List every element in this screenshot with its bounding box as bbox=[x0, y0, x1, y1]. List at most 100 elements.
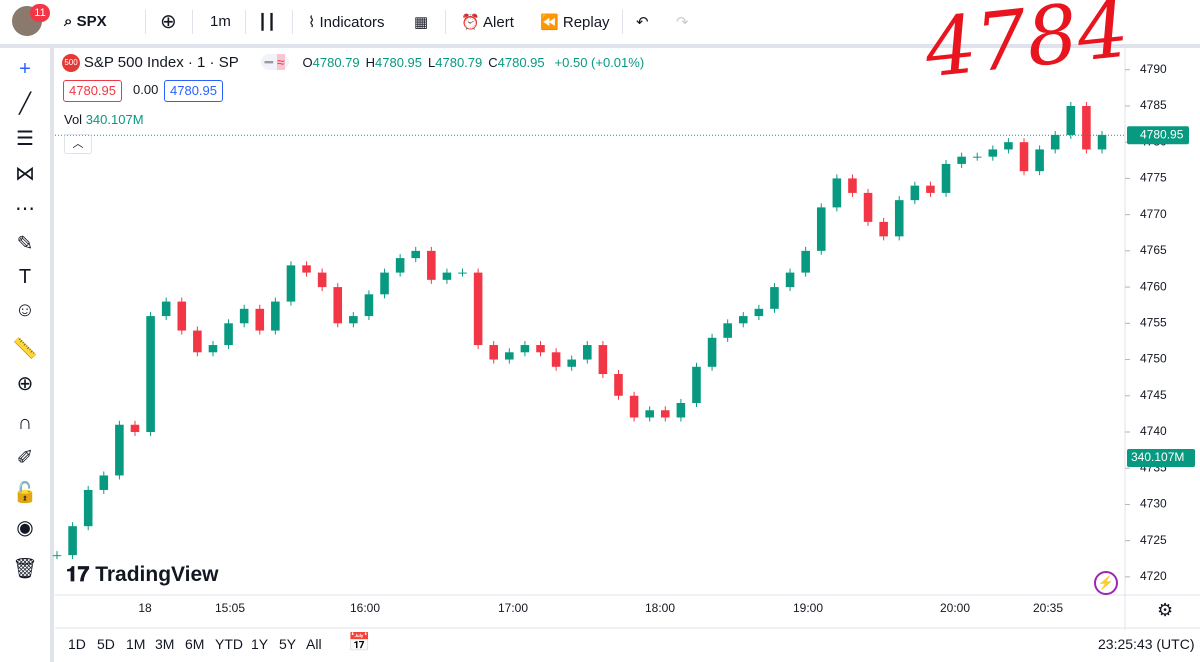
range-button[interactable]: All bbox=[306, 636, 322, 652]
change: +0.50 (+0.01%) bbox=[554, 55, 645, 70]
badge: 11 bbox=[30, 4, 50, 22]
legend: 500 S&P 500 Index · 1 · SP ━ ≈ O4780.79 H… bbox=[62, 54, 645, 73]
candle bbox=[52, 555, 62, 557]
candle bbox=[551, 352, 561, 367]
legend-toggle[interactable]: ━ ≈ bbox=[260, 54, 289, 70]
chart-type[interactable]: ┃┃ bbox=[258, 14, 277, 31]
candle bbox=[68, 526, 77, 556]
candle bbox=[349, 316, 358, 324]
candle bbox=[380, 272, 389, 295]
y-tick-label: 4790 bbox=[1140, 62, 1167, 76]
top-toolbar: 11 ⌕ SPX ⊕ 1m ┃┃ ⌇ Indicators ▦ ⏰ Alert … bbox=[0, 0, 1200, 48]
candle bbox=[926, 185, 935, 193]
tool-zoom[interactable]: ⊕ bbox=[16, 373, 34, 395]
candle bbox=[972, 156, 982, 158]
candle bbox=[442, 272, 452, 280]
ohlc-value: 4780.79 bbox=[312, 55, 360, 70]
tool-crosshair[interactable]: + bbox=[19, 58, 31, 80]
vol-legend: Vol 340.107M bbox=[64, 112, 144, 127]
tool-ruler[interactable]: 📏 bbox=[12, 338, 38, 360]
range-icon[interactable]: 📅 bbox=[348, 632, 371, 652]
alert[interactable]: ⏰ Alert bbox=[461, 14, 514, 31]
tool-fib[interactable]: ☰ bbox=[16, 128, 34, 150]
symbol[interactable]: ⌕ SPX bbox=[64, 13, 107, 30]
undo[interactable]: ↶ bbox=[636, 14, 649, 31]
candle bbox=[427, 250, 436, 280]
ohlc-key: C bbox=[488, 55, 498, 70]
x-tick-label: 17:00 bbox=[498, 601, 528, 615]
tool-magnet[interactable]: ∩ bbox=[17, 412, 33, 434]
candle bbox=[99, 475, 109, 490]
logo-text: TradingView bbox=[95, 563, 219, 586]
logo: 𝟏𝟕 TradingView bbox=[66, 563, 219, 586]
y-tick-label: 4750 bbox=[1140, 352, 1167, 366]
x-tick-label: 18:00 bbox=[645, 601, 675, 615]
tool-pattern[interactable]: ⋈ bbox=[15, 163, 35, 185]
candle bbox=[536, 345, 545, 353]
candle bbox=[239, 308, 249, 324]
range-button[interactable]: 1M bbox=[126, 636, 146, 652]
tool-trash[interactable]: 🗑 bbox=[12, 558, 38, 580]
candle bbox=[1050, 134, 1060, 150]
sell-price[interactable]: 4780.95 bbox=[63, 80, 122, 102]
tool-lock[interactable]: 🔓 bbox=[12, 482, 38, 504]
redo[interactable]: ↷ bbox=[676, 14, 689, 31]
tool-forecast[interactable]: ⋯ bbox=[15, 198, 35, 220]
range-button[interactable]: 5D bbox=[97, 636, 115, 652]
vol-label: Vol bbox=[64, 112, 83, 127]
last-price-box bbox=[1127, 126, 1189, 145]
ohlc-value: 4780.79 bbox=[435, 55, 483, 70]
tool-emoji[interactable]: ☺ bbox=[14, 299, 36, 321]
candle bbox=[271, 301, 280, 331]
ohlc: O4780.79 H4780.95 L4780.79 C4780.95 bbox=[303, 55, 551, 70]
add[interactable]: ⊕ bbox=[160, 11, 177, 33]
range-button[interactable]: 5Y bbox=[279, 636, 297, 652]
ohlc-value: 4780.95 bbox=[497, 55, 545, 70]
tool-line[interactable]: ╱ bbox=[18, 93, 32, 115]
tool-text[interactable]: T bbox=[18, 266, 32, 288]
tool-brush[interactable]: ✎ bbox=[16, 233, 34, 255]
candle bbox=[770, 287, 779, 309]
ohlc-value: 4780.95 bbox=[375, 55, 423, 70]
templates[interactable]: ▦ bbox=[414, 14, 429, 31]
candle bbox=[879, 221, 888, 237]
candle bbox=[193, 330, 202, 353]
y-tick-label: 4730 bbox=[1140, 497, 1167, 511]
x-tick-label: 18 bbox=[138, 601, 152, 615]
y-tick-label: 4725 bbox=[1140, 533, 1167, 547]
settings[interactable]: ⚙ bbox=[1157, 600, 1174, 620]
volume-box bbox=[1127, 449, 1195, 467]
range-button[interactable]: 6M bbox=[185, 636, 205, 652]
candle bbox=[115, 424, 124, 476]
candle bbox=[130, 424, 140, 432]
candle bbox=[1019, 142, 1029, 172]
candle bbox=[473, 272, 483, 346]
x-tick-label: 19:00 bbox=[793, 601, 823, 615]
range-button[interactable]: 3M bbox=[155, 636, 175, 652]
tool-eye[interactable]: ◉ bbox=[16, 517, 34, 539]
candle bbox=[520, 345, 530, 353]
y-tick-label: 4775 bbox=[1140, 171, 1167, 185]
replay[interactable]: ⏪ Replay bbox=[540, 14, 610, 31]
tool-lock-draw[interactable]: ✐ bbox=[16, 447, 34, 469]
interval[interactable]: 1m bbox=[210, 13, 231, 30]
lightning[interactable]: ⚡ bbox=[1094, 571, 1118, 595]
candle bbox=[754, 308, 764, 317]
spread: 0.00 bbox=[133, 82, 159, 97]
range-button[interactable]: YTD bbox=[215, 636, 243, 652]
range-button[interactable]: 1D bbox=[68, 636, 86, 652]
candle bbox=[224, 323, 233, 346]
y-tick-label: 4760 bbox=[1140, 279, 1167, 293]
candle bbox=[941, 163, 951, 193]
buy-price[interactable]: 4780.95 bbox=[164, 80, 223, 102]
candle bbox=[146, 316, 155, 432]
collapse[interactable]: ︿ bbox=[64, 134, 92, 154]
candle bbox=[863, 192, 873, 222]
indicators[interactable]: ⌇ Indicators bbox=[308, 14, 385, 31]
candle bbox=[738, 316, 748, 324]
range-button[interactable]: 1Y bbox=[251, 636, 269, 652]
x-tick-label: 20:35 bbox=[1033, 601, 1063, 615]
legend-title: S&P 500 Index · 1 · SP bbox=[83, 54, 239, 71]
candle bbox=[458, 272, 467, 274]
